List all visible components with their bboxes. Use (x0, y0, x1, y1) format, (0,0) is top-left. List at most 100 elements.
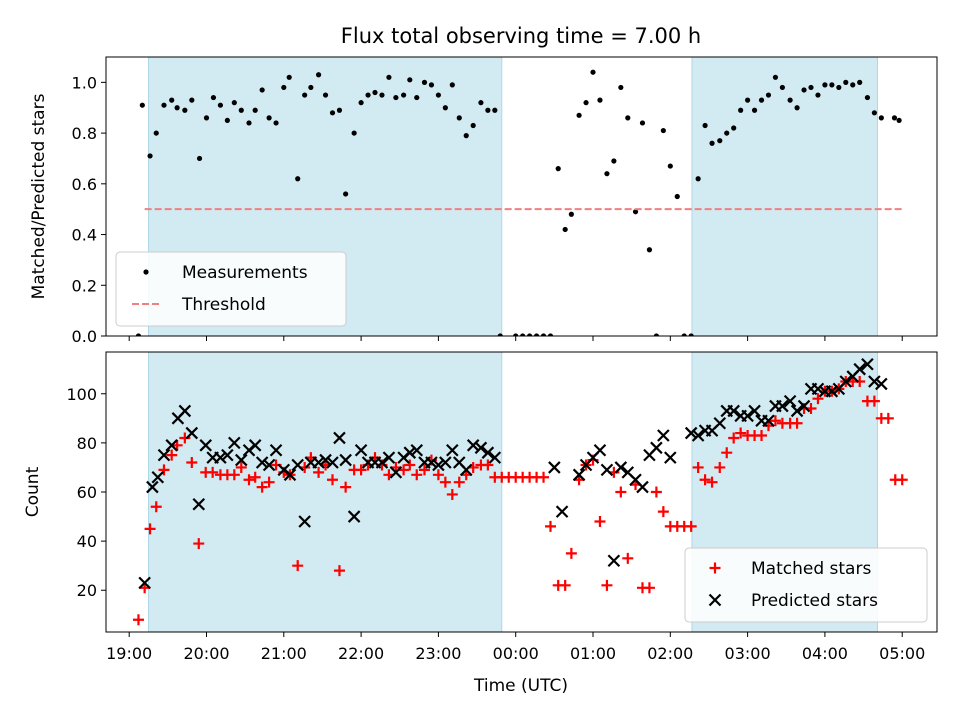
data-point (547, 333, 554, 336)
predicted-point (312, 456, 325, 469)
data-point (273, 120, 279, 126)
data-point (266, 115, 272, 121)
predicted-point (319, 453, 332, 467)
matched-point (601, 579, 613, 591)
matched-point (132, 614, 144, 626)
bottom-panel-counts: 20 40 60 80 100 19:00 20:00 21:00 22:00 23:00 00:0… (23, 351, 938, 663)
legend: Matched stars Predicted stars (684, 547, 928, 623)
data-point (336, 107, 343, 113)
legend-marker (708, 593, 722, 607)
matched-point (340, 481, 352, 493)
data-point (281, 84, 287, 91)
data-point (576, 112, 582, 118)
data-point (864, 94, 871, 101)
data-point (738, 107, 744, 113)
x-tick-label: 04:00 (802, 644, 848, 663)
data-point (153, 130, 159, 136)
predicted-point (713, 416, 727, 430)
data-point (822, 82, 828, 88)
data-point (731, 125, 737, 131)
predicted-point (875, 377, 888, 391)
legend-box (115, 251, 347, 327)
data-point (555, 166, 561, 172)
predicted-point (741, 409, 754, 423)
predicted-point (839, 375, 853, 388)
data-point (182, 107, 188, 113)
matched-point (166, 449, 178, 461)
data-point (758, 97, 765, 103)
predicted-point (269, 443, 283, 457)
predicted-point (283, 468, 297, 482)
data-point (540, 333, 547, 336)
y-tick-label: 40 (77, 532, 97, 551)
predicted-point (474, 441, 488, 455)
data-point (442, 105, 448, 111)
legend-label: Predicted stars (751, 591, 878, 611)
predicted-point (199, 439, 212, 452)
data-point (674, 193, 680, 200)
x-tick-label: 03:00 (725, 644, 771, 663)
predicted-point (375, 456, 389, 469)
predicted-point (255, 456, 269, 469)
matched-point (559, 579, 571, 591)
data-point (618, 84, 624, 91)
data-point (513, 333, 519, 336)
legend-label: Threshold (181, 295, 266, 315)
predicted-point (466, 439, 480, 452)
matched-point (418, 464, 430, 476)
data-point (497, 333, 503, 336)
matched-point (791, 417, 803, 429)
matched-point (692, 461, 704, 473)
predicted-point (868, 375, 881, 388)
matched-point (249, 471, 261, 483)
data-point (435, 92, 441, 98)
data-point (224, 117, 230, 124)
matched-point (150, 501, 162, 513)
predicted-point (410, 443, 424, 457)
data-point (174, 105, 180, 111)
y-tick-label: 0.6 (72, 175, 97, 194)
matched-point (263, 476, 275, 488)
y-axis-label: Matched/Predicted stars (29, 93, 49, 299)
matched-point (235, 461, 247, 473)
data-point (871, 110, 877, 116)
data-point (386, 74, 392, 80)
data-point (295, 176, 301, 182)
axes-frame (105, 56, 938, 337)
data-point (850, 82, 856, 88)
predicted-point (432, 458, 445, 472)
legend: Measurements Threshold (115, 251, 347, 327)
data-point (794, 105, 800, 111)
data-point (492, 107, 498, 113)
data-point (308, 84, 314, 91)
predicted-point (439, 456, 452, 469)
predicted-point (146, 480, 159, 494)
data-point (379, 92, 385, 98)
data-point (765, 92, 772, 98)
matched-point (193, 538, 205, 550)
data-point (527, 333, 533, 336)
matched-point (594, 515, 606, 527)
series-measurements (135, 69, 902, 336)
predicted-point (157, 448, 171, 462)
predicted-point (446, 443, 459, 457)
matched-point (243, 474, 255, 486)
matched-point (756, 430, 768, 442)
data-point (653, 333, 659, 336)
predicted-point (748, 404, 761, 418)
data-point (315, 72, 322, 78)
predicted-point (354, 443, 368, 457)
data-point (135, 333, 142, 336)
predicted-point (151, 470, 165, 484)
data-point (302, 92, 308, 98)
matched-point (313, 466, 325, 478)
data-point (351, 130, 357, 136)
matched-point (538, 471, 550, 483)
data-point (231, 100, 237, 106)
matched-point (854, 375, 866, 387)
predicted-point (555, 505, 569, 518)
data-point (724, 130, 730, 136)
data-point (688, 333, 694, 336)
data-point (787, 97, 793, 103)
data-point (829, 82, 835, 88)
